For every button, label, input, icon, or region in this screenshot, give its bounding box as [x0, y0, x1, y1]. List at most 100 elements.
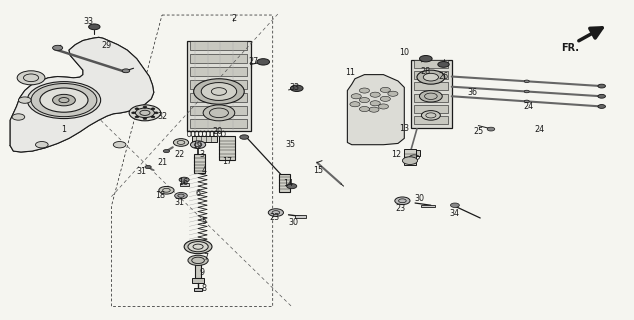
Bar [411, 60, 452, 128]
Circle shape [290, 85, 303, 92]
Text: 33: 33 [290, 83, 300, 92]
Circle shape [145, 165, 152, 169]
Bar [409, 150, 420, 156]
Text: 23: 23 [396, 204, 406, 213]
Circle shape [164, 149, 170, 153]
Circle shape [136, 108, 155, 118]
Text: 21: 21 [157, 158, 167, 167]
Bar [190, 119, 247, 128]
Circle shape [190, 141, 205, 148]
Circle shape [420, 91, 443, 102]
Text: 11: 11 [345, 68, 355, 77]
Circle shape [173, 139, 188, 146]
Circle shape [598, 105, 605, 108]
Circle shape [420, 55, 432, 62]
Bar [190, 41, 247, 50]
Circle shape [135, 116, 139, 118]
Circle shape [31, 84, 97, 117]
Circle shape [417, 70, 445, 84]
Text: 8: 8 [202, 284, 207, 292]
Text: 30: 30 [288, 218, 298, 227]
Circle shape [151, 116, 155, 118]
Circle shape [240, 135, 249, 139]
Circle shape [403, 157, 418, 164]
Circle shape [438, 61, 450, 67]
Circle shape [524, 90, 529, 93]
Circle shape [53, 94, 75, 106]
Circle shape [151, 108, 155, 110]
Text: 16: 16 [178, 178, 188, 187]
Text: 18: 18 [155, 190, 165, 200]
Text: 17: 17 [222, 157, 232, 166]
Bar [415, 105, 448, 113]
Text: 13: 13 [399, 124, 410, 133]
Circle shape [122, 69, 130, 73]
Text: 1: 1 [61, 125, 67, 134]
Text: 34: 34 [450, 209, 460, 218]
Bar [219, 136, 235, 160]
Text: 19: 19 [191, 141, 202, 150]
Text: 10: 10 [399, 48, 410, 57]
Circle shape [174, 193, 187, 199]
Bar [187, 41, 250, 131]
Circle shape [487, 127, 495, 131]
Bar [404, 149, 416, 165]
Text: 5: 5 [202, 217, 207, 226]
Text: 33: 33 [83, 17, 93, 26]
Bar [415, 82, 448, 90]
Circle shape [287, 184, 297, 189]
Bar [422, 204, 436, 207]
Circle shape [89, 24, 100, 30]
Circle shape [370, 101, 380, 106]
Circle shape [359, 98, 370, 103]
Circle shape [359, 107, 370, 112]
Bar [279, 174, 290, 192]
Text: 20: 20 [212, 127, 223, 136]
Bar [195, 264, 201, 278]
Text: 7: 7 [204, 253, 209, 262]
Circle shape [380, 96, 391, 101]
Circle shape [351, 94, 361, 99]
Text: 22: 22 [174, 150, 185, 159]
Polygon shape [347, 75, 404, 145]
Bar [295, 215, 306, 218]
Circle shape [36, 141, 48, 148]
Circle shape [395, 197, 410, 204]
Circle shape [193, 79, 244, 104]
Circle shape [203, 105, 235, 121]
Circle shape [135, 108, 139, 110]
Text: 2: 2 [231, 14, 236, 23]
Circle shape [380, 87, 391, 92]
Circle shape [451, 203, 460, 207]
Text: 23: 23 [269, 213, 279, 222]
Text: 31: 31 [175, 197, 184, 206]
Circle shape [257, 59, 269, 65]
Bar [190, 93, 247, 102]
Text: 36: 36 [467, 88, 477, 97]
Circle shape [113, 141, 126, 148]
Text: 14: 14 [283, 180, 294, 188]
Bar [415, 71, 448, 79]
Circle shape [378, 104, 389, 109]
Circle shape [159, 187, 174, 194]
Bar [191, 136, 217, 141]
Circle shape [424, 73, 439, 81]
Text: FR.: FR. [561, 43, 579, 53]
Text: 9: 9 [199, 268, 204, 277]
Text: 15: 15 [313, 166, 323, 175]
Polygon shape [10, 37, 154, 152]
Bar [190, 80, 247, 89]
Text: 29: 29 [101, 41, 112, 51]
Circle shape [524, 80, 529, 83]
Circle shape [184, 240, 212, 254]
Bar [191, 278, 204, 283]
Bar [179, 183, 188, 186]
Text: 24: 24 [534, 125, 545, 134]
Text: 3: 3 [199, 150, 204, 159]
Circle shape [369, 107, 379, 112]
Bar [193, 288, 202, 291]
Circle shape [143, 118, 147, 120]
Circle shape [132, 112, 136, 114]
Text: 32: 32 [157, 112, 167, 121]
Text: 26: 26 [439, 72, 449, 81]
